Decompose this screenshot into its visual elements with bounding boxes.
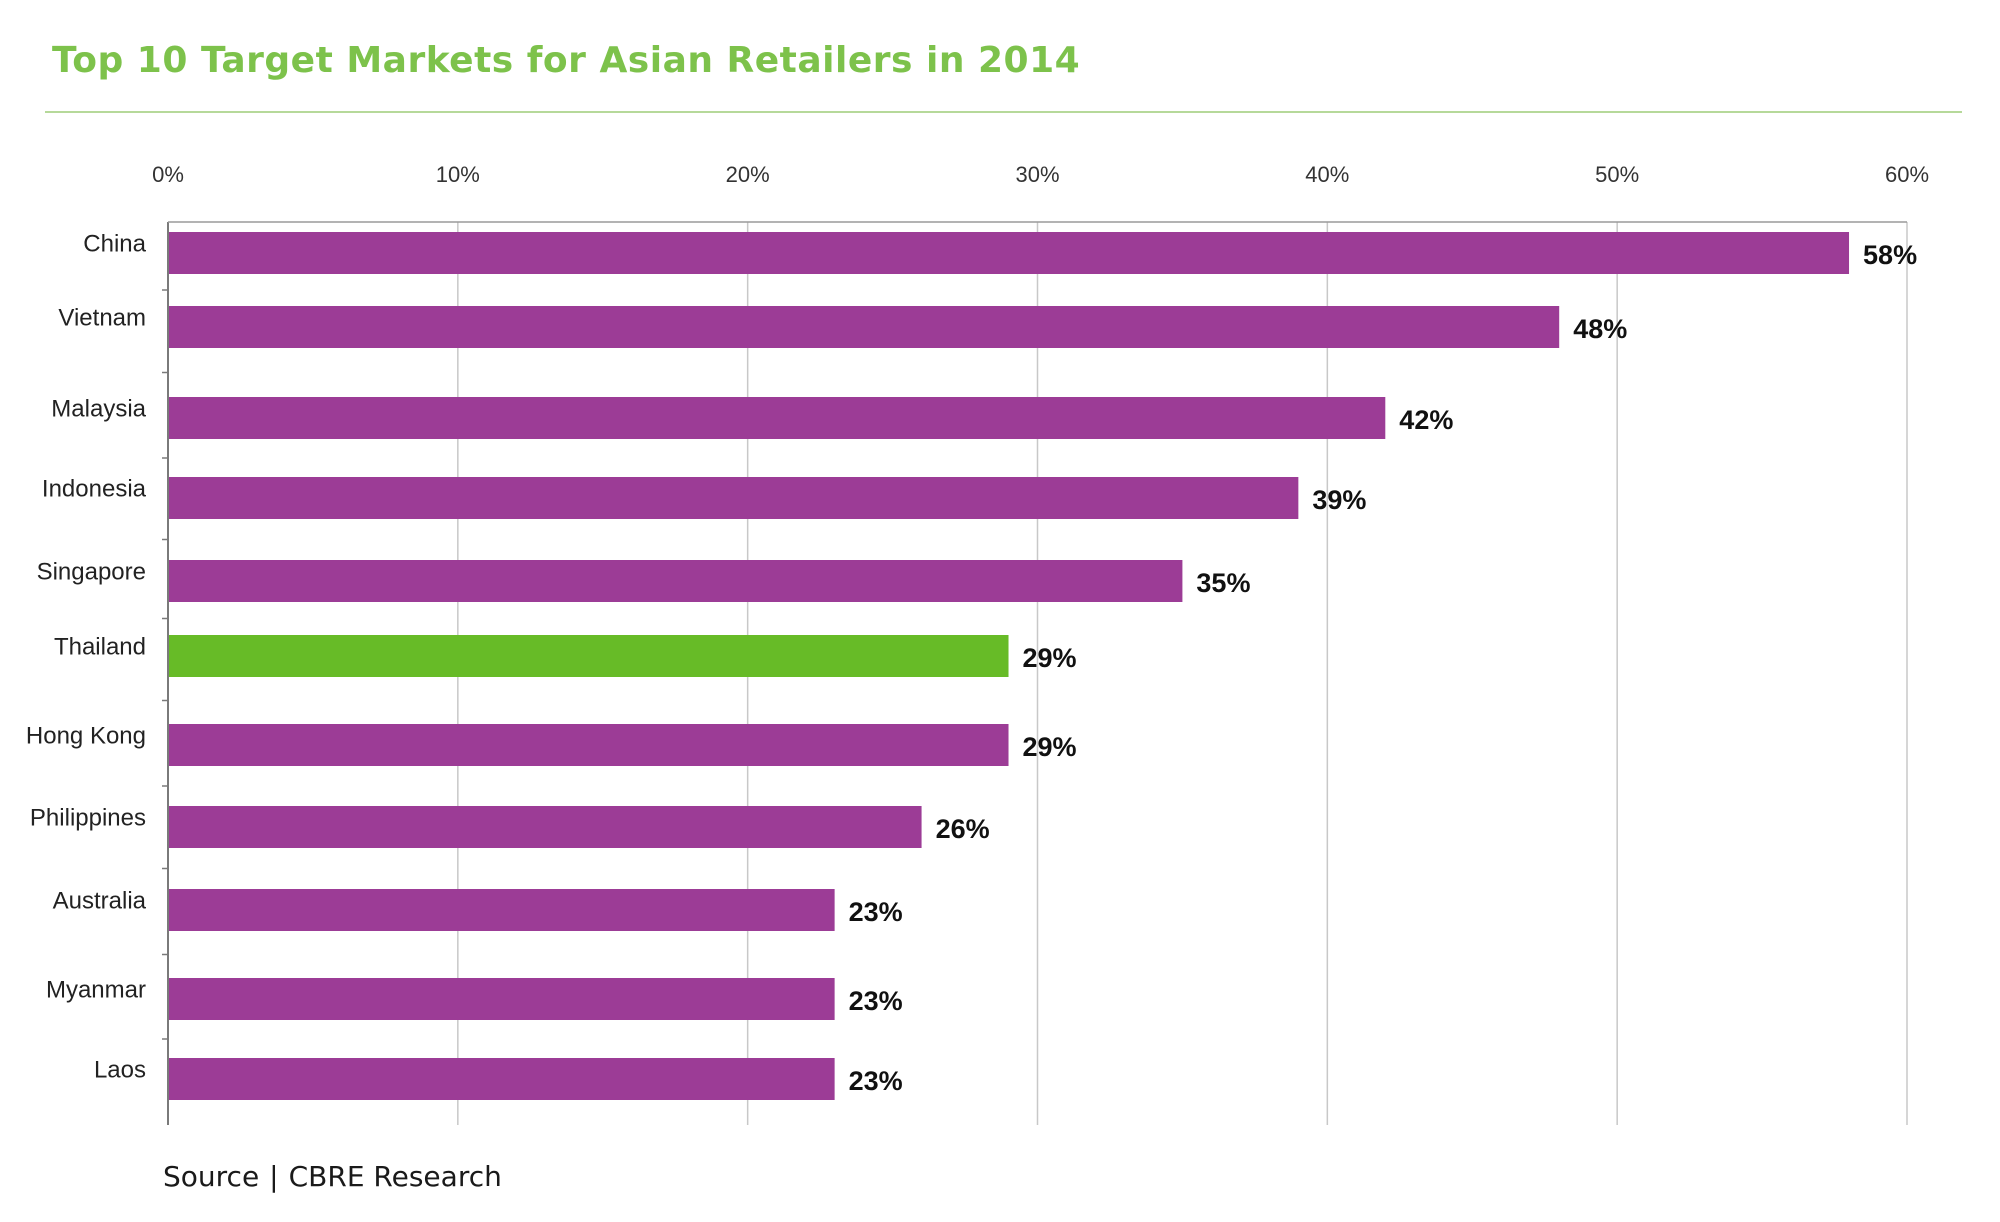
category-label: Philippines xyxy=(30,804,146,831)
bar-hong-kong xyxy=(169,724,1009,766)
bar-thailand xyxy=(169,635,1009,677)
value-label: 48% xyxy=(1573,314,1627,344)
value-label: 39% xyxy=(1312,485,1366,515)
category-label: Malaysia xyxy=(51,395,146,422)
category-label: Laos xyxy=(94,1056,146,1083)
bar-malaysia xyxy=(169,397,1386,439)
category-label: Hong Kong xyxy=(26,722,146,749)
bar-australia xyxy=(169,889,835,931)
bar-indonesia xyxy=(169,477,1299,519)
category-label: Australia xyxy=(53,887,147,914)
gridlines xyxy=(167,222,1908,1125)
x-tick-label: 30% xyxy=(1015,162,1059,187)
x-tick-label: 20% xyxy=(726,162,770,187)
x-tick-label: 50% xyxy=(1595,162,1639,187)
bar-vietnam xyxy=(169,306,1560,348)
value-label: 29% xyxy=(1023,732,1077,762)
value-label: 23% xyxy=(849,897,903,927)
value-label: 58% xyxy=(1863,240,1917,270)
category-label: Myanmar xyxy=(46,976,146,1003)
x-axis-ticks: 0% 10% 20% 30% 40% 50% 60% xyxy=(152,162,1929,1040)
value-label: 35% xyxy=(1196,568,1250,598)
x-tick-label: 60% xyxy=(1885,162,1929,187)
x-tick-label: 0% xyxy=(152,162,184,187)
value-label: 29% xyxy=(1023,643,1077,673)
chart-title: Top 10 Target Markets for Asian Retailer… xyxy=(52,40,1081,81)
bars xyxy=(169,232,1850,1100)
value-label: 26% xyxy=(936,814,990,844)
value-label: 42% xyxy=(1399,405,1453,435)
source-label: Source xyxy=(163,1160,260,1193)
category-label: Indonesia xyxy=(42,475,147,502)
bar-philippines xyxy=(169,806,922,848)
value-label: 23% xyxy=(849,986,903,1016)
x-tick-label: 10% xyxy=(436,162,480,187)
value-label: 23% xyxy=(849,1066,903,1096)
title-divider xyxy=(45,111,1962,113)
bar-laos xyxy=(169,1058,835,1100)
category-label: Thailand xyxy=(54,633,146,660)
x-tick-label: 40% xyxy=(1305,162,1349,187)
category-label: Singapore xyxy=(37,558,146,585)
labels: China 58% Vietnam 48% Malaysia 42% Indonesia 39… xyxy=(26,230,1917,1096)
source-text: CBRE Research xyxy=(288,1160,502,1193)
source-separator: | xyxy=(269,1160,279,1193)
category-label: China xyxy=(83,230,146,257)
bar-myanmar xyxy=(169,978,835,1020)
category-label: Vietnam xyxy=(58,304,146,331)
bar-singapore xyxy=(169,560,1183,602)
bar-china xyxy=(169,232,1850,274)
source-note: Source | CBRE Research xyxy=(163,1160,502,1193)
